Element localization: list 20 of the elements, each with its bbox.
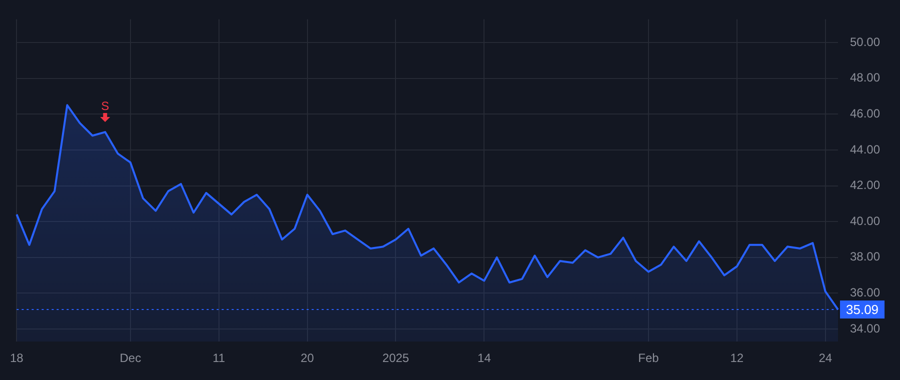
y-tick-label: 38.00 bbox=[850, 250, 880, 264]
x-tick-label: 14 bbox=[478, 351, 492, 366]
x-tick-label: 18 bbox=[10, 351, 24, 366]
y-tick-label: 42.00 bbox=[850, 178, 880, 192]
x-tick-label: 11 bbox=[212, 351, 226, 366]
x-tick-label: 12 bbox=[730, 351, 744, 366]
y-tick-label: 44.00 bbox=[850, 142, 880, 156]
x-tick-label: 24 bbox=[818, 351, 832, 366]
ref-line-label: 35.09 bbox=[846, 302, 879, 318]
x-tick-label: Feb bbox=[638, 351, 660, 366]
x-tick-label: 20 bbox=[300, 351, 314, 366]
y-tick-label: 34.00 bbox=[850, 321, 880, 336]
x-tick-label: 2025 bbox=[382, 351, 410, 366]
y-tick-label: 40.00 bbox=[850, 214, 880, 228]
y-tick-label: 48.00 bbox=[850, 70, 880, 85]
x-tick-label: Dec bbox=[120, 351, 142, 366]
annotation: S bbox=[101, 99, 110, 114]
y-tick-label: 46.00 bbox=[850, 106, 880, 120]
y-tick-label: 50.00 bbox=[850, 34, 880, 49]
y-tick-label: 36.00 bbox=[850, 286, 880, 300]
